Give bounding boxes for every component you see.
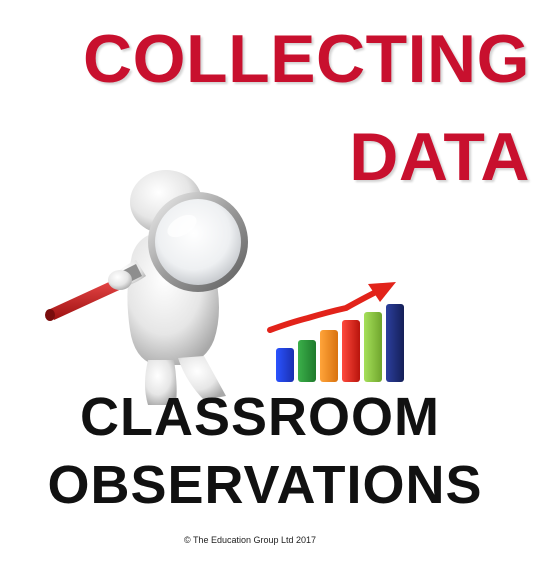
copyright-notice: © The Education Group Ltd 2017 — [183, 535, 317, 545]
subtitle-line-2: OBSERVATIONS — [47, 455, 483, 515]
subtitle-line-1: CLASSROOM — [80, 387, 440, 447]
bar-chart-icon — [267, 282, 404, 382]
title-line-1: COLLECTING — [83, 21, 530, 97]
person-with-magnifying-glass-icon — [45, 170, 248, 405]
title-line-2: DATA — [349, 119, 530, 195]
